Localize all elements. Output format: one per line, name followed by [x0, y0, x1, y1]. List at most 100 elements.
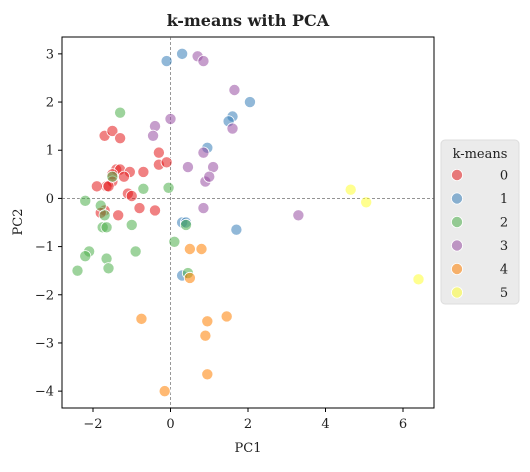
series-4 — [135, 242, 233, 398]
plot-frame — [61, 36, 435, 409]
data-point — [160, 55, 173, 68]
data-point — [226, 122, 239, 135]
data-point — [292, 209, 305, 222]
data-point — [133, 202, 146, 215]
y-tick-label: −3 — [35, 336, 54, 351]
data-point — [243, 96, 256, 109]
data-point — [199, 329, 212, 342]
data-point — [228, 84, 241, 97]
data-point — [90, 180, 103, 193]
legend-item-1: 1 — [450, 192, 508, 207]
legend-item-2: 2 — [450, 215, 508, 231]
data-point — [220, 310, 233, 323]
y-tick-label: −4 — [35, 385, 54, 400]
data-point — [137, 165, 150, 178]
data-point — [148, 120, 161, 133]
data-point — [164, 112, 177, 125]
y-tick-label: 0 — [46, 192, 54, 207]
data-point — [201, 368, 214, 381]
axis-ticks: −2 0 2 4 6 3 2 1 0 −1 −2 −3 −4 — [35, 47, 407, 432]
y-tick-label: −2 — [35, 288, 54, 303]
y-tick-label: 2 — [46, 96, 54, 111]
data-point — [71, 264, 84, 277]
data-point — [79, 250, 92, 263]
data-point — [230, 223, 243, 236]
legend-marker — [450, 192, 463, 205]
legend: k-means 0 1 2 3 4 5 — [440, 139, 520, 305]
data-point — [181, 161, 194, 174]
y-tick-label: −1 — [35, 240, 54, 255]
data-point — [79, 194, 92, 207]
data-point — [197, 146, 210, 159]
data-point — [176, 47, 189, 60]
data-point — [135, 312, 148, 325]
data-point — [158, 385, 171, 398]
x-tick-label: 6 — [399, 417, 407, 432]
data-point — [106, 124, 119, 137]
data-point — [102, 262, 115, 275]
y-tick-label: 1 — [46, 144, 54, 159]
legend-box — [440, 139, 520, 305]
legend-label: 2 — [500, 216, 508, 231]
x-tick-label: −2 — [83, 417, 102, 432]
data-point — [162, 181, 175, 194]
legend-label: 0 — [500, 169, 508, 184]
legend-marker — [450, 168, 463, 181]
data-point — [100, 221, 113, 234]
x-tick-label: 0 — [166, 417, 174, 432]
legend-label: 1 — [500, 192, 508, 207]
chart-title: k-means with PCA — [167, 11, 330, 30]
data-point — [160, 156, 173, 169]
data-point — [203, 170, 216, 183]
data-point — [137, 182, 150, 195]
x-tick-label: 2 — [244, 417, 252, 432]
y-tick-label: 3 — [46, 47, 54, 62]
data-point — [129, 245, 142, 258]
series-3 — [147, 50, 305, 222]
data-point — [100, 252, 113, 265]
series-5 — [344, 183, 425, 286]
data-point — [179, 218, 192, 231]
data-point — [152, 146, 165, 159]
data-point — [112, 209, 125, 222]
reference-lines — [62, 37, 434, 408]
data-point — [195, 242, 208, 255]
data-point — [168, 235, 181, 248]
legend-label: 3 — [500, 239, 508, 254]
data-point — [114, 106, 127, 119]
series-2 — [71, 106, 194, 280]
legend-title: k-means — [453, 147, 508, 162]
x-axis-label: PC1 — [235, 441, 262, 456]
data-point — [412, 273, 425, 286]
data-point — [125, 218, 138, 231]
data-point — [106, 170, 119, 183]
y-axis-label: PC2 — [11, 209, 26, 236]
data-point — [197, 202, 210, 215]
data-point — [118, 170, 131, 183]
legend-label: 5 — [500, 286, 508, 301]
legend-label: 4 — [500, 263, 508, 278]
legend-marker — [450, 239, 463, 252]
data-point — [183, 242, 196, 255]
data-point — [148, 204, 161, 217]
data-point — [98, 209, 111, 222]
data-point — [360, 196, 373, 209]
data-point — [201, 315, 214, 328]
legend-item-5: 5 — [450, 286, 508, 301]
legend-item-4: 4 — [450, 262, 508, 278]
legend-item-0: 0 — [450, 168, 508, 184]
legend-items: 0 1 2 3 4 5 — [450, 168, 508, 301]
legend-marker — [450, 262, 463, 275]
data-point — [114, 132, 127, 145]
data-point — [197, 55, 210, 68]
data-point — [183, 271, 196, 284]
data-points — [71, 47, 425, 398]
data-point — [147, 129, 160, 142]
legend-marker — [450, 215, 463, 228]
data-point — [344, 183, 357, 196]
legend-marker — [450, 286, 463, 299]
data-point — [125, 189, 138, 202]
legend-item-3: 3 — [450, 239, 508, 254]
